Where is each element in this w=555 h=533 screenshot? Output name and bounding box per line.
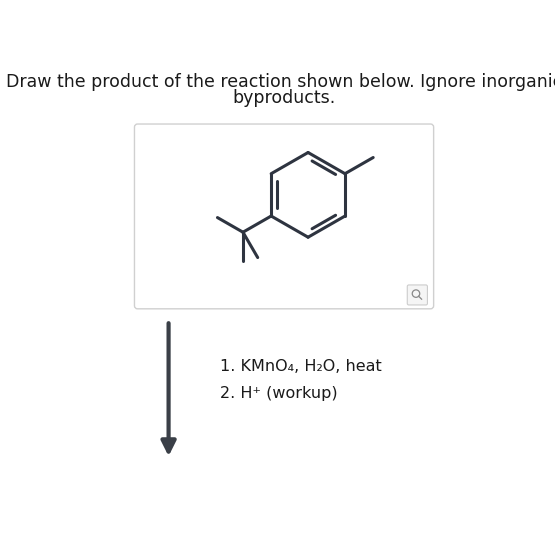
Text: byproducts.: byproducts. (233, 90, 336, 107)
Text: 2. H⁺ (workup): 2. H⁺ (workup) (220, 386, 338, 401)
FancyBboxPatch shape (407, 285, 427, 305)
Text: 1. KMnO₄, H₂O, heat: 1. KMnO₄, H₂O, heat (220, 359, 382, 374)
FancyBboxPatch shape (134, 124, 433, 309)
Text: Draw the product of the reaction shown below. Ignore inorganic: Draw the product of the reaction shown b… (6, 73, 555, 91)
